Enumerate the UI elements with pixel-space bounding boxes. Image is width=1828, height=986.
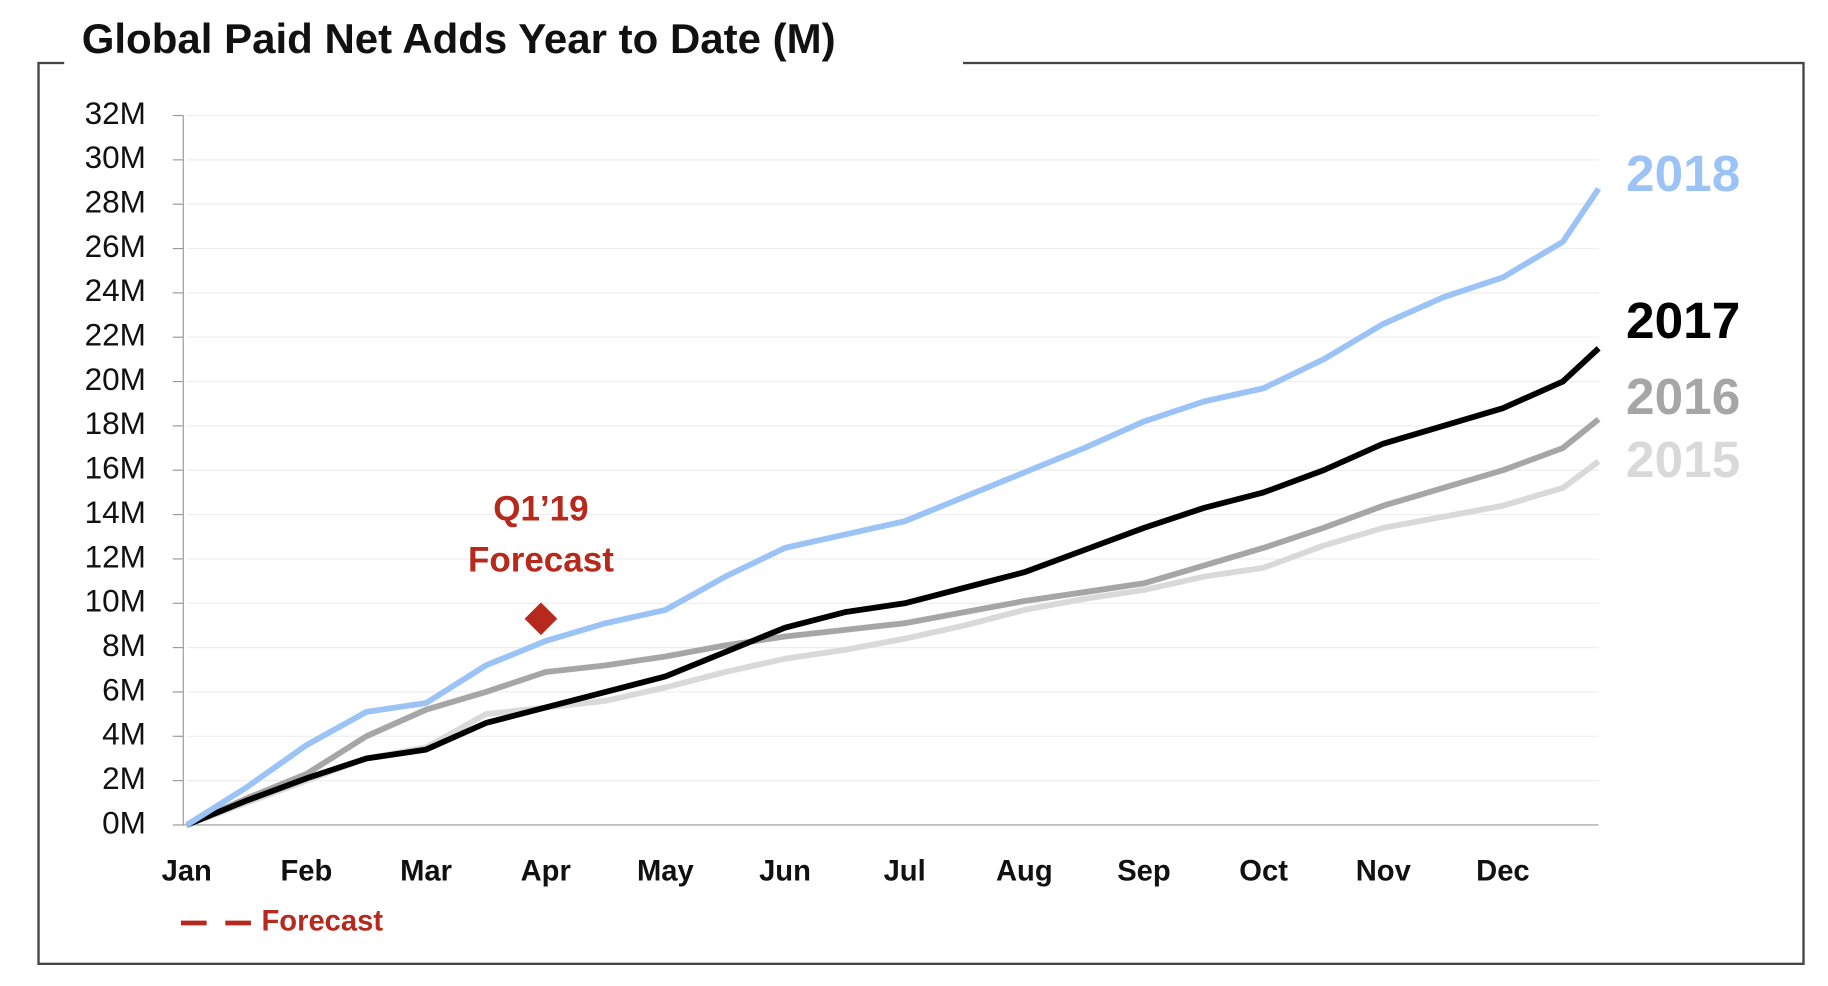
y-tick-label: 30M	[85, 139, 146, 175]
series-line	[185, 346, 1601, 828]
y-tick-label: 24M	[85, 272, 146, 308]
y-tick-label: 18M	[85, 405, 146, 441]
series-line	[185, 416, 1601, 828]
x-tick-label: Jun	[759, 856, 811, 888]
y-tick-label: 10M	[85, 583, 146, 619]
y-tick-label: 26M	[85, 228, 146, 264]
x-tick-label: Apr	[521, 856, 571, 888]
legend-entry: Forecast	[261, 906, 383, 938]
legend-entry: 2017	[1626, 292, 1740, 349]
series-line	[185, 459, 1601, 828]
annotation: Forecast	[468, 541, 614, 580]
y-tick-label: 16M	[85, 450, 146, 486]
forecast-marker	[524, 602, 558, 636]
x-tick-label: Aug	[996, 856, 1053, 888]
y-tick-label: 8M	[102, 627, 146, 663]
x-tick-label: Jul	[884, 856, 926, 888]
x-tick-label: Jan	[162, 856, 212, 888]
annotation: Q1’19	[493, 489, 588, 528]
legend-entry: 2018	[1626, 145, 1740, 202]
y-tick-label: 20M	[85, 361, 146, 397]
y-tick-label: 2M	[102, 760, 146, 796]
y-tick-label: 14M	[85, 494, 146, 530]
series-line	[185, 187, 1602, 828]
y-tick-label: 4M	[102, 716, 146, 752]
x-tick-label: Feb	[280, 856, 332, 888]
y-tick-label: 22M	[85, 317, 146, 353]
x-tick-label: Dec	[1476, 856, 1530, 888]
legend-entry: 2016	[1626, 368, 1740, 425]
y-tick-label: 0M	[102, 804, 146, 840]
y-tick-label: 32M	[85, 95, 146, 131]
y-tick-label: 28M	[85, 184, 146, 220]
x-tick-label: Sep	[1117, 856, 1170, 888]
chart-title: Global Paid Net Adds Year to Date (M)	[82, 15, 836, 62]
y-tick-label: 12M	[85, 538, 146, 574]
x-tick-label: Nov	[1356, 856, 1412, 888]
y-tick-label: 6M	[102, 671, 146, 707]
x-tick-label: Oct	[1239, 856, 1288, 888]
x-tick-label: May	[637, 856, 695, 888]
x-tick-label: Mar	[400, 856, 452, 888]
title-backdrop	[64, 23, 964, 82]
legend-entry: 2015	[1626, 431, 1740, 488]
